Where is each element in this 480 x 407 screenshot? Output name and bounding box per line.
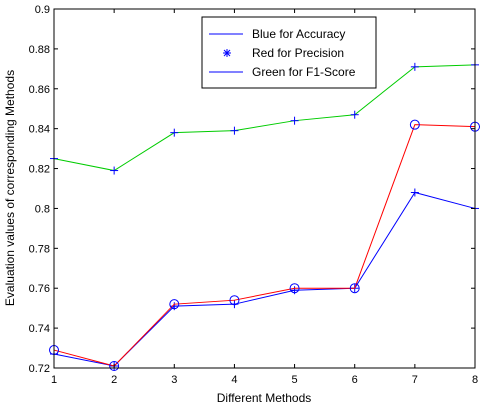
y-tick-label: 0.72 bbox=[29, 363, 50, 375]
x-tick-label: 7 bbox=[412, 374, 418, 386]
series-line bbox=[53, 124, 476, 367]
circle-marker bbox=[349, 283, 360, 294]
x-tick-label: 8 bbox=[472, 374, 478, 386]
y-tick-label: 0.84 bbox=[29, 124, 50, 136]
legend: Blue for Accuracy Red for Precision Green … bbox=[201, 16, 377, 89]
star-marker-d2 bbox=[223, 49, 231, 57]
plot-frame bbox=[53, 8, 476, 369]
series-3 bbox=[50, 60, 479, 175]
x-tick-label: 1 bbox=[51, 374, 57, 386]
y-tick-label: 0.76 bbox=[29, 283, 50, 295]
y-axis-label: Evaluation values of corresponding Metho… bbox=[3, 70, 17, 306]
legend-label: Green for F1-Score bbox=[252, 65, 356, 79]
x-tick-label: 3 bbox=[171, 374, 177, 386]
y-tick-label: 0.82 bbox=[29, 164, 50, 176]
x-tick-label: 2 bbox=[111, 374, 117, 386]
circle-marker bbox=[109, 361, 120, 372]
circle-marker bbox=[289, 283, 300, 294]
x-tick-label: 4 bbox=[231, 374, 237, 386]
circle-marker bbox=[169, 299, 180, 310]
legend-entry: Red for Precision bbox=[223, 46, 344, 60]
y-tick-label: 0.78 bbox=[29, 243, 50, 255]
y-tick-label: 0.9 bbox=[35, 4, 50, 16]
circle-marker bbox=[409, 119, 420, 130]
x-tick-label: 5 bbox=[292, 374, 298, 386]
series-layer bbox=[49, 60, 480, 372]
legend-entry: Green for F1-Score bbox=[209, 65, 356, 79]
x-axis-label: Different Methods bbox=[217, 391, 312, 405]
x-tick-label: 6 bbox=[352, 374, 358, 386]
y-tick-label: 0.74 bbox=[29, 323, 50, 335]
ticks-layer: 1 2 3 4 5 6 7 8 0.72 0.74 0.76 0.78 0.8 0.82 0.84 0.86 0… bbox=[29, 4, 478, 386]
y-tick-label: 0.86 bbox=[29, 84, 50, 96]
series-line bbox=[53, 64, 476, 172]
circle-marker bbox=[229, 295, 240, 306]
legend-entry: Blue for Accuracy bbox=[209, 27, 345, 41]
y-tick-label: 0.88 bbox=[29, 44, 50, 56]
y-tick-label: 0.8 bbox=[35, 203, 50, 215]
legend-label: Blue for Accuracy bbox=[252, 27, 345, 41]
legend-label: Red for Precision bbox=[252, 46, 344, 60]
